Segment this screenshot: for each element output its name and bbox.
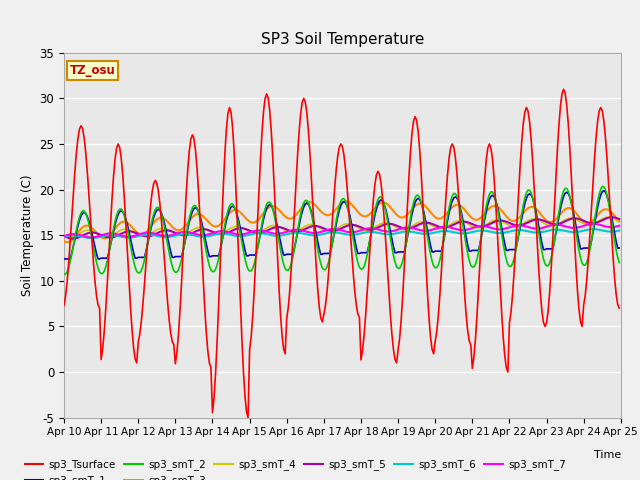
sp3_smT_2 bbox=[616, 260, 623, 265]
sp3_smT_4 bbox=[130, 229, 138, 235]
sp3_smT_2 bbox=[303, 198, 310, 204]
sp3_smT_5 bbox=[305, 225, 312, 230]
sp3_smT_7 bbox=[246, 229, 253, 235]
sp3_Tsurface bbox=[244, 415, 252, 420]
sp3_smT_4 bbox=[255, 229, 263, 235]
sp3_smT_4 bbox=[616, 219, 623, 225]
sp3_smT_2 bbox=[128, 251, 136, 257]
sp3_Tsurface bbox=[60, 302, 68, 308]
sp3_smT_3 bbox=[255, 216, 263, 222]
sp3_smT_7 bbox=[305, 229, 312, 235]
sp3_smT_3 bbox=[60, 238, 68, 244]
sp3_smT_2 bbox=[226, 204, 234, 209]
sp3_smT_6 bbox=[88, 235, 96, 241]
Text: Time: Time bbox=[593, 450, 621, 460]
sp3_smT_6 bbox=[589, 226, 596, 232]
Title: SP3 Soil Temperature: SP3 Soil Temperature bbox=[260, 33, 424, 48]
sp3_smT_6 bbox=[130, 234, 138, 240]
sp3_smT_4 bbox=[305, 222, 312, 228]
sp3_smT_5 bbox=[608, 215, 616, 220]
Legend: sp3_Tsurface, sp3_smT_1, sp3_smT_2, sp3_smT_3, sp3_smT_4, sp3_smT_5, sp3_smT_6, : sp3_Tsurface, sp3_smT_1, sp3_smT_2, sp3_… bbox=[25, 459, 566, 480]
sp3_smT_1 bbox=[226, 207, 234, 213]
sp3_smT_1 bbox=[303, 200, 310, 206]
sp3_smT_7 bbox=[60, 233, 68, 239]
sp3_Tsurface bbox=[226, 105, 234, 110]
sp3_Tsurface bbox=[246, 347, 253, 352]
sp3_smT_5 bbox=[255, 230, 263, 236]
sp3_smT_1 bbox=[600, 188, 607, 193]
sp3_smT_3 bbox=[616, 218, 623, 224]
sp3_smT_3 bbox=[342, 198, 349, 204]
sp3_smT_3 bbox=[130, 226, 138, 232]
sp3_smT_2 bbox=[244, 266, 252, 272]
sp3_Tsurface bbox=[255, 189, 263, 194]
sp3_smT_7 bbox=[616, 223, 623, 228]
sp3_smT_2 bbox=[598, 184, 606, 190]
sp3_smT_4 bbox=[246, 229, 253, 235]
Line: sp3_smT_2: sp3_smT_2 bbox=[64, 187, 620, 274]
sp3_smT_5 bbox=[246, 228, 253, 234]
sp3_smT_6 bbox=[586, 227, 594, 232]
sp3_smT_6 bbox=[246, 232, 253, 238]
sp3_smT_4 bbox=[586, 222, 594, 228]
sp3_smT_3 bbox=[246, 219, 253, 225]
Line: sp3_smT_7: sp3_smT_7 bbox=[64, 224, 620, 238]
sp3_Tsurface bbox=[560, 86, 568, 92]
Line: sp3_smT_4: sp3_smT_4 bbox=[64, 217, 620, 238]
sp3_Tsurface bbox=[305, 127, 312, 133]
sp3_smT_3 bbox=[63, 239, 71, 245]
Line: sp3_smT_5: sp3_smT_5 bbox=[64, 217, 620, 239]
sp3_smT_7 bbox=[227, 230, 235, 236]
sp3_smT_1 bbox=[244, 253, 252, 259]
Line: sp3_smT_3: sp3_smT_3 bbox=[64, 201, 620, 242]
sp3_smT_5 bbox=[130, 229, 138, 235]
sp3_smT_5 bbox=[60, 233, 68, 239]
sp3_smT_4 bbox=[60, 234, 68, 240]
Line: sp3_smT_1: sp3_smT_1 bbox=[64, 191, 620, 259]
sp3_smT_3 bbox=[588, 219, 595, 225]
sp3_smT_6 bbox=[255, 230, 263, 236]
sp3_smT_1 bbox=[128, 243, 136, 249]
sp3_smT_1 bbox=[616, 245, 623, 251]
sp3_smT_7 bbox=[589, 221, 596, 227]
sp3_Tsurface bbox=[128, 327, 136, 333]
sp3_smT_6 bbox=[616, 228, 623, 233]
sp3_smT_1 bbox=[584, 245, 592, 251]
sp3_Tsurface bbox=[616, 305, 623, 311]
sp3_smT_7 bbox=[586, 221, 594, 227]
Line: sp3_Tsurface: sp3_Tsurface bbox=[64, 89, 620, 418]
sp3_smT_6 bbox=[305, 232, 312, 238]
sp3_Tsurface bbox=[588, 206, 595, 212]
Y-axis label: Soil Temperature (C): Soil Temperature (C) bbox=[21, 174, 34, 296]
sp3_smT_7 bbox=[130, 233, 138, 239]
sp3_smT_4 bbox=[605, 215, 612, 220]
sp3_smT_6 bbox=[60, 234, 68, 240]
sp3_smT_5 bbox=[69, 236, 77, 241]
sp3_smT_3 bbox=[305, 199, 312, 205]
sp3_smT_4 bbox=[65, 235, 72, 240]
sp3_smT_5 bbox=[227, 228, 235, 234]
sp3_smT_6 bbox=[227, 232, 235, 238]
sp3_smT_2 bbox=[253, 247, 261, 252]
sp3_smT_4 bbox=[227, 225, 235, 231]
sp3_smT_7 bbox=[255, 228, 263, 233]
sp3_smT_1 bbox=[60, 256, 68, 262]
sp3_smT_5 bbox=[586, 220, 594, 226]
sp3_smT_2 bbox=[60, 271, 68, 277]
sp3_smT_5 bbox=[616, 216, 623, 222]
Text: TZ_osu: TZ_osu bbox=[70, 64, 115, 77]
sp3_smT_2 bbox=[584, 254, 592, 260]
sp3_smT_1 bbox=[253, 246, 261, 252]
Line: sp3_smT_6: sp3_smT_6 bbox=[64, 229, 620, 238]
sp3_smT_7 bbox=[88, 235, 96, 240]
sp3_smT_3 bbox=[227, 209, 235, 215]
